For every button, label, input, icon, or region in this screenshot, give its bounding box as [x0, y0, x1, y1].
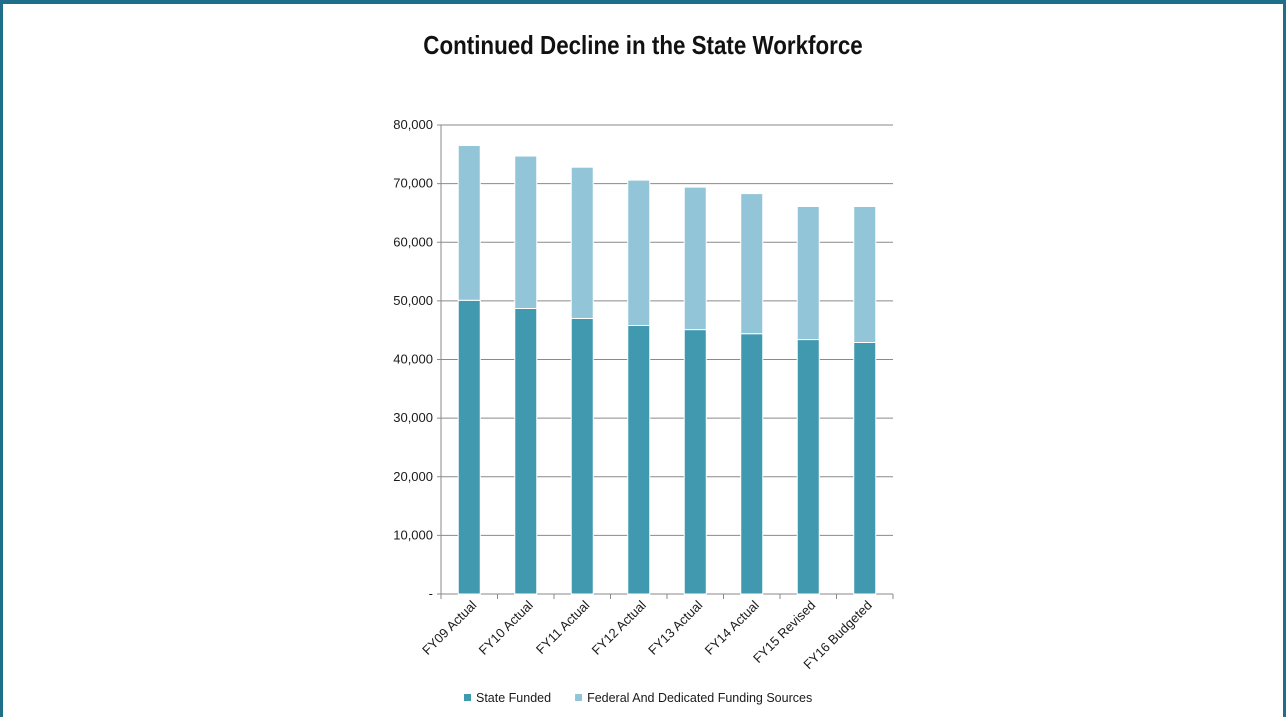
y-tick-label: 30,000 — [393, 410, 433, 425]
bar-federal-dedicated — [683, 186, 707, 331]
x-tick-label: FY09 Actual — [419, 597, 479, 657]
y-tick-label: 60,000 — [393, 234, 433, 249]
bar-federal-dedicated — [570, 166, 594, 319]
x-tick-label: FY12 Actual — [589, 597, 649, 657]
y-tick-label: 50,000 — [393, 293, 433, 308]
bar-federal-dedicated — [740, 193, 764, 335]
bar-state-funded — [853, 341, 877, 595]
bar-federal-dedicated — [457, 145, 481, 301]
bar-state-funded — [796, 339, 820, 595]
x-tick-label: FY11 Actual — [533, 597, 593, 657]
y-tick-label: 70,000 — [393, 176, 433, 191]
y-tick-label: 80,000 — [393, 117, 433, 132]
bar-state-funded — [627, 324, 651, 595]
legend-label-state-funded: State Funded — [476, 691, 551, 705]
bar-federal-dedicated — [627, 179, 651, 326]
bar-state-funded — [570, 317, 594, 595]
bar-state-funded — [683, 329, 707, 595]
x-tick-label: FY14 Actual — [702, 597, 762, 657]
chart-title: Continued Decline in the State Workforce — [423, 30, 863, 60]
bar-state-funded — [457, 299, 481, 595]
x-tick-label: FY13 Actual — [645, 597, 705, 657]
legend-label-federal-dedicated: Federal And Dedicated Funding Sources — [587, 691, 812, 705]
legend-swatch-state-funded — [464, 694, 471, 701]
y-tick-label: - — [429, 586, 433, 601]
bar-state-funded — [740, 333, 764, 595]
y-tick-label: 10,000 — [393, 527, 433, 542]
legend-swatch-federal-dedicated — [575, 694, 583, 701]
bar-federal-dedicated — [853, 205, 877, 343]
bar-federal-dedicated — [514, 155, 538, 309]
bar-federal-dedicated — [796, 205, 820, 341]
y-tick-label: 20,000 — [393, 469, 433, 484]
bar-state-funded — [514, 307, 538, 595]
y-tick-label: 40,000 — [393, 352, 433, 367]
x-tick-label: FY10 Actual — [476, 597, 536, 657]
